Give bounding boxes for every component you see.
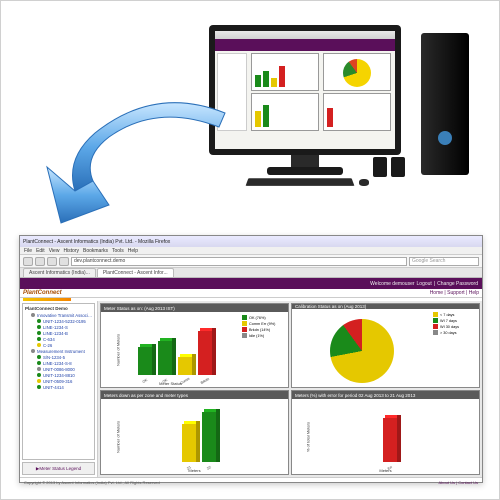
panel-meters-down: Meters down as per zone and meter types … [100,390,289,475]
forward-button[interactable] [35,257,45,266]
menu-history[interactable]: History [63,248,79,254]
tab-1[interactable]: PlantConnect - Ascent Infor... [97,268,174,277]
support-link[interactable]: Support [447,290,465,296]
app-subheader: PlantConnect Home | Support | Help [20,289,482,298]
legend-row: Brkdn (14%) [242,327,286,332]
arrow-icon [25,93,235,233]
status-icon [31,349,35,353]
legend-row: < 7 days [433,312,477,317]
dashboard: Meter Status as on: (Aug 2013 IST) Numbe… [98,301,482,477]
bar: Comm [178,357,192,375]
browser-window: PlantConnect - Ascent Informatics (India… [19,235,483,483]
menu-bookmarks[interactable]: Bookmarks [83,248,108,254]
status-icon [37,331,41,335]
legend-row: WI 30 days [433,324,477,329]
legend-row: Comm Err (9%) [242,321,286,326]
bar: Z1 [182,424,196,462]
nav-toolbar: dev.plantconnect.demo Google Search [20,255,482,268]
status-icon [37,385,41,389]
status-icon [37,319,41,323]
copyright: Copyright © 2013 by Ascent Informatics (… [24,480,160,485]
app-header: Welcome demouser Logout | Change Passwor… [20,278,482,289]
menu-edit[interactable]: Edit [36,248,45,254]
legend-row: > 30 days [433,330,477,335]
bar: Err [383,418,397,462]
bar: Z2 [202,412,216,462]
menu-help[interactable]: Help [128,248,138,254]
footer-links[interactable]: About Us | Contact Us [439,480,479,485]
legend-row: Idle (1%) [242,333,286,338]
tree-title: PlantConnect Demo [25,306,92,311]
reload-button[interactable] [47,257,57,266]
bar: OK [158,341,172,375]
y-axis-label: Number of Meters [116,420,121,452]
panel-calibration: Calibration Status as on (Aug 2013) < 7 … [291,303,480,388]
app-logo: PlantConnect [23,290,62,296]
bar-chart-3: Number of Meters Meters Z1 Z2 [101,399,288,474]
status-icon [37,367,41,371]
speaker-right [391,157,405,177]
tree-view[interactable]: PlantConnect Demo Innovative Transmit As… [22,303,95,460]
panel-title: Meters down as per zone and meter types [101,391,288,399]
home-button[interactable] [59,257,69,266]
mouse [359,179,369,186]
help-link[interactable]: Help [469,290,479,296]
panel-meters-error: Meters (%) with error for period 02 Aug … [291,390,480,475]
status-icon [37,361,41,365]
tab-0[interactable]: Ascent Informatics (India)... [23,268,96,277]
legend-2: < 7 daysWI 7 daysWI 30 days> 30 days [431,309,479,388]
window-titlebar: PlantConnect - Ascent Informatics (India… [20,236,482,247]
y-axis-label: Number of Meters [116,333,121,365]
logout-link[interactable]: Logout [417,281,432,287]
status-icon [37,325,41,329]
menubar[interactable]: File Edit View History Bookmarks Tools H… [20,247,482,255]
pc-tower [421,33,469,175]
status-icon [37,355,41,359]
legend-1: OK (76%)Comm Err (9%)Brkdn (14%)Idle (1%… [240,312,288,387]
panel-meter-status: Meter Status as on: (Aug 2013 IST) Numbe… [100,303,289,388]
window-title: PlantConnect - Ascent Informatics (India… [23,239,170,245]
panel-title: Meters (%) with error for period 02 Aug … [292,391,479,399]
sidebar: PlantConnect Demo Innovative Transmit As… [20,301,98,477]
bar-chart-1: Number of Meters Meter Status OK OK Comm… [101,312,240,387]
home-link[interactable]: Home [430,290,443,296]
bar: OK [138,347,152,375]
status-icon [31,313,35,317]
welcome-text: Welcome demouser [370,281,414,287]
app-footer: Copyright © 2013 by Ascent Informatics (… [20,477,482,487]
bar-chart-4: % of total Meters Meters Err [292,399,479,474]
status-icon [37,379,41,383]
legend-row: OK (76%) [242,315,286,320]
monitor [209,25,401,155]
keyboard [246,178,355,186]
hp-logo-icon [438,131,452,145]
search-input[interactable]: Google Search [409,257,479,266]
panel-title: Meter Status as on: (Aug 2013 IST) [101,304,288,312]
url-input[interactable]: dev.plantconnect.demo [71,257,407,266]
status-icon [37,337,41,341]
tab-bar: Ascent Informatics (India)... PlantConne… [20,268,482,278]
speaker-left [373,157,387,177]
back-button[interactable] [23,257,33,266]
menu-tools[interactable]: Tools [112,248,124,254]
bar: Brkdn [198,331,212,375]
monitor-screen [215,31,395,149]
change-password-link[interactable]: Change Password [437,281,478,287]
meter-status-legend-button[interactable]: ▶ Meter Status Legend [22,462,95,475]
app-body: PlantConnect Demo Innovative Transmit As… [20,301,482,477]
tree-item[interactable]: UNIT-4414 [25,384,92,390]
desktop-computer [209,25,469,195]
pie-chart [292,309,431,388]
legend-row: WI 7 days [433,318,477,323]
status-icon [37,373,41,377]
y-axis-label: % of total Meters [306,421,311,451]
menu-file[interactable]: File [24,248,32,254]
status-icon [37,343,41,347]
menu-view[interactable]: View [49,248,60,254]
